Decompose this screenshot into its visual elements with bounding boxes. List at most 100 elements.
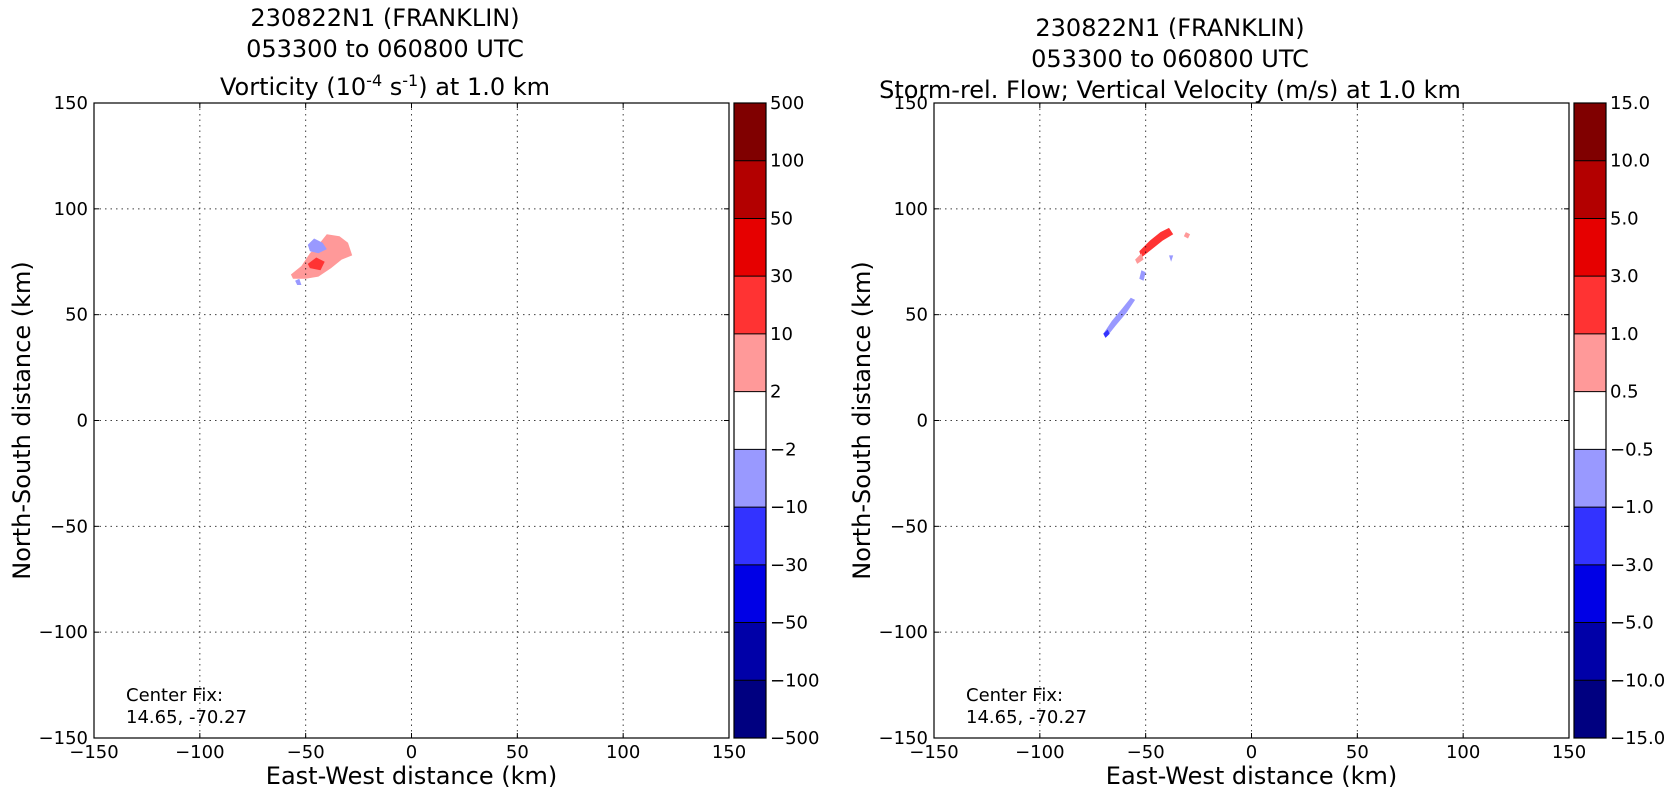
velocity-colorbar-segment xyxy=(1574,103,1606,161)
velocity-colorbar-label: −3.0 xyxy=(1610,555,1654,576)
vorticity-colorbar-frame xyxy=(733,102,767,739)
velocity-colorbar-segment xyxy=(1574,218,1606,277)
velocity-contour-region xyxy=(1135,253,1144,264)
velocity-colorbar-label: 3.0 xyxy=(1610,266,1639,287)
vorticity-ytick-label: 50 xyxy=(65,305,88,326)
velocity-contour-region xyxy=(1103,297,1136,336)
velocity-ytick-label: −50 xyxy=(890,516,928,537)
vorticity-xtick-label: 150 xyxy=(712,742,746,763)
velocity-colorbar-label: 1.0 xyxy=(1610,324,1639,345)
vorticity-colorbar-segment xyxy=(734,276,766,334)
velocity-colorbar-segment xyxy=(1574,622,1606,681)
vorticity-colorbar-segment xyxy=(734,333,766,392)
vorticity-ytick-label: 100 xyxy=(54,199,88,220)
velocity-center-fix-value: 14.65, -70.27 xyxy=(966,707,1087,728)
velocity-y-axis-label: North-South distance (km) xyxy=(848,261,876,580)
vorticity-title-line3: Vorticity (10-4 s-1) at 1.0 km xyxy=(219,71,551,101)
vorticity-panel: −150−150−100−100−50−50005050100100150150… xyxy=(8,93,819,790)
vorticity-title-line1: 230822N1 (FRANKLIN) xyxy=(250,4,520,32)
velocity-colorbar-label: −0.5 xyxy=(1610,439,1654,460)
velocity-colorbar-label: 10.0 xyxy=(1610,151,1650,172)
velocity-title-line1: 230822N1 (FRANKLIN) xyxy=(1035,14,1305,42)
velocity-colorbar-frame xyxy=(1573,102,1607,739)
velocity-ytick-label: 100 xyxy=(894,199,928,220)
velocity-xtick-label: 150 xyxy=(1552,742,1586,763)
velocity-contour-region xyxy=(1139,270,1146,281)
vorticity-colorbar-label: 500 xyxy=(770,93,804,114)
velocity-ytick-label: 50 xyxy=(905,305,928,326)
vorticity-x-axis-label: East-West distance (km) xyxy=(266,762,557,790)
vorticity-xtick-label: −50 xyxy=(287,742,325,763)
vorticity-ytick-label: 0 xyxy=(77,411,88,432)
vorticity-colorbar-segment xyxy=(734,449,766,508)
vorticity-ytick-label: −100 xyxy=(39,622,88,643)
vorticity-colorbar-label: 100 xyxy=(770,151,804,172)
vorticity-colorbar-label: −30 xyxy=(770,555,808,576)
vorticity-colorbar-label: 30 xyxy=(770,266,793,287)
velocity-xtick-label: −150 xyxy=(909,742,958,763)
vorticity-colorbar-label: −2 xyxy=(770,439,797,460)
vorticity-colorbar-segment xyxy=(734,564,766,623)
vorticity-xtick-label: 0 xyxy=(406,742,417,763)
vorticity-contour-region xyxy=(290,234,353,279)
vorticity-colorbar-label: −100 xyxy=(770,670,819,691)
velocity-xtick-label: 50 xyxy=(1346,742,1369,763)
velocity-colorbar-label: −1.0 xyxy=(1610,497,1654,518)
vorticity-ytick-label: −50 xyxy=(50,516,88,537)
velocity-x-axis-label: East-West distance (km) xyxy=(1106,762,1397,790)
vertical-velocity-panel: −150−150 −100 −100 −50 −50 0 0 50 50 100 100 150 150… xyxy=(848,93,1665,790)
vorticity-title-line2: 053300 to 060800 UTC xyxy=(246,35,524,63)
velocity-colorbar-label: 5.0 xyxy=(1610,208,1639,229)
velocity-contour-region xyxy=(1169,255,1174,262)
vorticity-colorbar-label: −50 xyxy=(770,613,808,634)
vorticity-contour-region xyxy=(295,278,302,285)
velocity-ytick-label: −150 xyxy=(879,728,928,749)
vorticity-xtick-label: −150 xyxy=(69,742,118,763)
velocity-title-line3: Storm-rel. Flow; Vertical Velocity (m/s)… xyxy=(879,76,1461,104)
velocity-ytick-label: −100 xyxy=(879,622,928,643)
vorticity-ytick-label: 150 xyxy=(54,93,88,114)
vorticity-xtick-label: 50 xyxy=(506,742,529,763)
vorticity-colorbar-label: −10 xyxy=(770,497,808,518)
vorticity-xtick-label: 100 xyxy=(606,742,640,763)
velocity-contour-region xyxy=(1183,232,1191,239)
velocity-colorbar-label: −15.0 xyxy=(1610,728,1665,749)
vorticity-colorbar-label: 2 xyxy=(770,382,781,403)
velocity-colorbar-segment xyxy=(1574,507,1606,565)
velocity-title-line2: 053300 to 060800 UTC xyxy=(1031,45,1309,73)
vorticity-center-fix-value: 14.65, -70.27 xyxy=(126,707,247,728)
vorticity-colorbar-segment xyxy=(734,622,766,681)
vorticity-contour-region xyxy=(307,257,325,271)
velocity-colorbar-segment xyxy=(1574,449,1606,508)
vorticity-colorbar-segment xyxy=(734,507,766,565)
vorticity-colorbar-segment xyxy=(734,391,766,450)
velocity-xtick-label: 0 xyxy=(1246,742,1257,763)
velocity-colorbar-label: −5.0 xyxy=(1610,613,1654,634)
velocity-colorbar-segment xyxy=(1574,276,1606,334)
vorticity-center-fix-label: Center Fix: xyxy=(126,685,223,706)
velocity-colorbar-label: −10.0 xyxy=(1610,670,1665,691)
velocity-xtick-label: −100 xyxy=(1015,742,1064,763)
velocity-xtick-label: 100 xyxy=(1446,742,1480,763)
velocity-ytick-label: 150 xyxy=(894,93,928,114)
vorticity-ytick-label: −150 xyxy=(39,728,88,749)
vorticity-y-axis-label: North-South distance (km) xyxy=(8,261,36,580)
velocity-ytick-label: 0 xyxy=(917,411,928,432)
velocity-colorbar-segment xyxy=(1574,564,1606,623)
vorticity-colorbar-label: −500 xyxy=(770,728,819,749)
velocity-colorbar-segment xyxy=(1574,160,1606,219)
vorticity-colorbar-segment xyxy=(734,218,766,277)
vorticity-plot-frame xyxy=(93,102,730,739)
velocity-colorbar-segment xyxy=(1574,391,1606,450)
vorticity-colorbar-label: 10 xyxy=(770,324,793,345)
velocity-colorbar-label: 15.0 xyxy=(1610,93,1650,114)
velocity-colorbar-segment xyxy=(1574,680,1606,738)
velocity-plot-frame xyxy=(933,102,1570,739)
vorticity-colorbar-label: 50 xyxy=(770,208,793,229)
velocity-colorbar-label: 0.5 xyxy=(1610,382,1639,403)
vorticity-contour-region xyxy=(307,238,327,254)
vorticity-xtick-label: −100 xyxy=(175,742,224,763)
velocity-xtick-label: −50 xyxy=(1127,742,1165,763)
vorticity-colorbar-segment xyxy=(734,103,766,161)
